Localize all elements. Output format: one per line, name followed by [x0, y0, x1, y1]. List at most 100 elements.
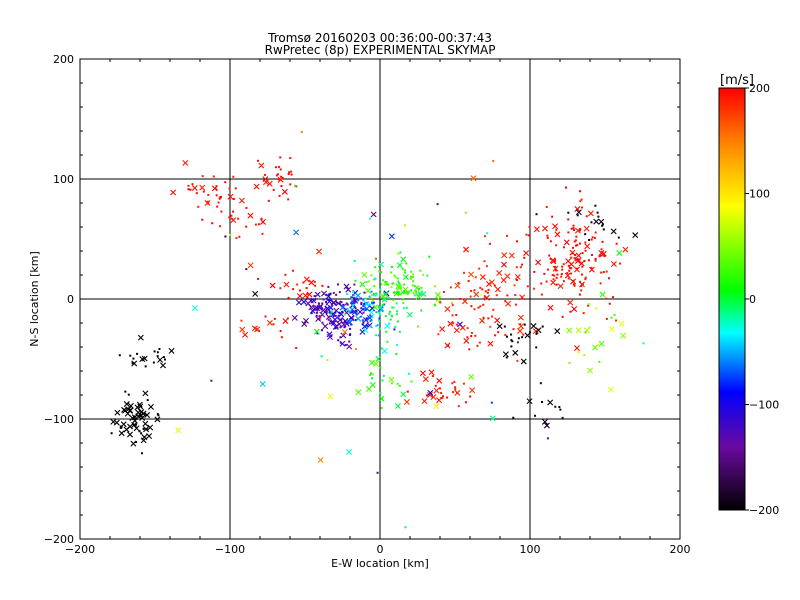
scatter-cross-point	[526, 398, 533, 405]
scatter-dot-point	[390, 271, 393, 274]
scatter-dot-point	[473, 308, 476, 311]
scatter-dot-point	[510, 345, 513, 348]
scatter-dot-point	[369, 372, 372, 375]
scatter-dot-point	[543, 272, 546, 275]
scatter-dot-point	[385, 330, 388, 333]
scatter-cross-point	[593, 218, 600, 225]
scatter-cross-point	[483, 294, 490, 301]
scatter-dot-point	[350, 297, 353, 300]
scatter-dot-point	[483, 235, 486, 238]
scatter-cross-point	[340, 332, 347, 339]
scatter-cross-point	[584, 243, 591, 250]
scatter-cross-point	[447, 320, 454, 327]
scatter-dot-point	[575, 235, 578, 238]
scatter-dot-point	[378, 270, 381, 273]
scatter-dot-point	[389, 318, 392, 321]
scatter-dot-point	[545, 280, 548, 283]
scatter-cross-point	[400, 391, 407, 398]
scatter-dot-point	[378, 319, 381, 322]
scatter-dot-point	[419, 269, 422, 272]
scatter-dot-point	[588, 326, 591, 329]
scatter-dot-point	[572, 279, 575, 282]
scatter-cross-point	[598, 218, 605, 225]
scatter-dot-point	[344, 344, 347, 347]
scatter-cross-point	[253, 183, 260, 190]
scatter-dot-point	[345, 302, 348, 305]
scatter-dot-point	[141, 452, 144, 455]
scatter-dot-point	[446, 396, 449, 399]
scatter-dot-point	[325, 303, 328, 306]
scatter-cross-point	[175, 427, 182, 434]
scatter-dot-point	[600, 248, 603, 251]
scatter-dot-point	[506, 294, 509, 297]
scatter-dot-point	[506, 234, 509, 237]
scatter-dot-point	[118, 354, 121, 357]
scatter-cross-point	[365, 287, 372, 294]
scatter-dot-point	[354, 319, 357, 322]
scatter-dot-point	[287, 173, 290, 176]
scatter-cross-point	[343, 283, 350, 290]
scatter-dot-point	[395, 344, 398, 347]
scatter-dot-point	[352, 290, 355, 293]
scatter-dot-point	[515, 240, 518, 243]
scatter-dot-point	[332, 291, 335, 294]
scatter-cross-point	[479, 274, 486, 281]
scatter-dot-point	[584, 278, 587, 281]
scatter-cross-point	[502, 351, 509, 358]
scatter-dot-point	[279, 168, 282, 171]
scatter-cross-point	[457, 321, 463, 328]
scatter-dot-point	[556, 273, 559, 276]
scatter-cross-point	[598, 249, 605, 256]
scatter-dot-point	[608, 277, 611, 280]
scatter-dot-point	[440, 392, 443, 395]
scatter-dot-point	[541, 325, 544, 328]
scatter-dot-point	[369, 314, 372, 317]
scatter-cross-point	[494, 286, 501, 293]
scatter-dot-point	[561, 315, 564, 318]
scatter-dot-point	[483, 296, 486, 299]
scatter-dot-point	[300, 130, 303, 133]
scatter-dot-point	[417, 325, 420, 328]
scatter-dot-point	[398, 282, 401, 285]
scatter-dot-point	[292, 288, 295, 291]
scatter-dot-point	[467, 279, 470, 282]
scatter-dot-point	[470, 331, 473, 334]
y-tick-label: 0	[67, 293, 74, 306]
scatter-cross-point	[320, 307, 327, 314]
scatter-cross-point	[269, 282, 276, 289]
scatter-dot-point	[434, 384, 437, 387]
scatter-dot-point	[413, 294, 416, 297]
scatter-dot-point	[360, 315, 363, 318]
scatter-dot-point	[346, 292, 349, 295]
y-tick-label: 100	[53, 173, 74, 186]
scatter-cross-point	[170, 189, 177, 196]
scatter-dot-point	[380, 347, 383, 350]
scatter-dot-point	[523, 256, 526, 259]
scatter-cross-point	[403, 398, 410, 405]
scatter-dot-point	[587, 303, 590, 306]
scatter-cross-point	[573, 345, 580, 352]
scatter-dot-point	[581, 206, 584, 209]
scatter-dot-point	[572, 224, 575, 227]
scatter-dot-point	[513, 284, 516, 287]
scatter-dot-point	[162, 356, 165, 359]
scatter-dot-point	[617, 236, 620, 239]
scatter-dot-point	[348, 340, 351, 343]
scatter-cross-point	[316, 248, 323, 255]
scatter-cross-point	[524, 332, 531, 339]
scatter-dot-point	[407, 372, 410, 375]
scatter-cross-point	[419, 370, 426, 377]
scatter-dot-point	[494, 334, 497, 337]
scatter-dot-point	[567, 231, 570, 234]
scatter-dot-point	[464, 211, 467, 214]
scatter-cross-point	[541, 418, 548, 425]
scatter-dot-point	[400, 293, 403, 296]
scatter-dot-point	[129, 354, 132, 357]
scatter-cross-point	[508, 252, 515, 259]
scatter-dot-point	[374, 294, 377, 297]
scatter-dot-point	[144, 365, 147, 368]
scatter-cross-point	[361, 271, 368, 278]
scatter-dot-point	[156, 413, 159, 416]
scatter-dot-point	[383, 292, 386, 295]
scatter-dot-point	[373, 285, 376, 288]
